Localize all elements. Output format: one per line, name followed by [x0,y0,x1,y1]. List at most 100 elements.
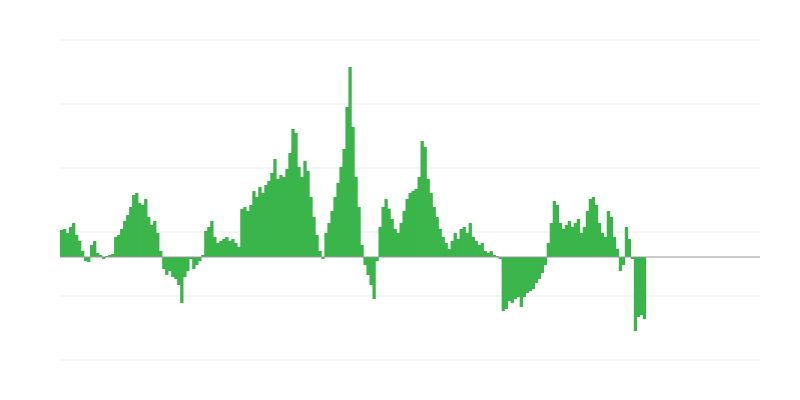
bar [453,233,457,257]
bar [267,181,271,257]
bar [555,205,560,257]
bar [468,223,472,257]
bar [90,245,94,257]
bar [114,237,118,257]
bar [285,169,289,257]
bar [420,141,424,257]
bar [132,195,136,257]
bar [510,257,514,303]
bar [222,239,226,257]
bar [78,241,82,257]
bar [507,257,511,301]
bar [390,219,394,257]
bar [276,179,280,257]
bar [372,257,376,299]
bar [381,207,385,257]
bar [543,257,547,265]
bar [378,227,382,257]
bar [393,229,397,257]
bar [261,193,265,257]
bar [603,237,608,257]
bar [318,251,322,257]
bar [498,257,502,259]
bar [528,257,532,291]
bar [309,197,313,257]
bar [480,243,484,257]
bar [591,197,596,257]
bar [642,257,647,319]
bar [183,257,187,277]
bar [522,257,526,297]
bar [624,227,629,257]
bar [561,229,566,257]
bar [333,197,337,257]
bar [66,233,70,257]
bar [186,257,190,271]
bar [228,241,232,257]
bar [396,233,400,257]
bar [552,201,557,257]
bar [579,233,584,257]
bar [327,223,331,257]
bar [144,199,148,257]
bar [615,249,620,257]
bar [516,257,520,297]
bar [564,225,569,257]
bar [69,227,73,257]
bar [417,177,421,257]
bar [447,249,451,257]
bar [369,257,373,285]
bar [129,207,133,257]
bar [576,219,581,257]
bar [354,177,358,257]
bar [618,257,623,271]
bar [321,257,325,259]
bar [171,257,175,277]
bar [429,193,433,257]
bar [537,257,541,279]
bar [558,223,563,257]
bar [519,257,523,307]
bar [342,149,346,257]
bar [450,241,454,257]
bar [336,183,340,257]
bar [609,217,614,257]
bar [474,241,478,257]
bar [156,233,160,257]
bar [246,211,250,257]
bar [102,257,106,259]
bar [636,257,641,317]
bar [123,221,127,257]
bar [291,129,295,257]
bar [351,127,355,257]
bar [264,185,268,257]
bar [60,230,64,257]
bar [441,237,445,257]
bar [72,223,76,257]
bar [111,254,115,257]
bar [120,229,124,257]
bar [213,237,217,257]
bar [621,257,626,265]
bar [366,257,370,275]
bar [141,205,145,257]
bar [198,257,202,261]
bar [504,257,508,309]
bar [477,245,481,257]
bar [600,233,605,257]
bar [315,235,319,257]
bar [153,221,157,257]
bar [438,229,442,257]
bar [360,245,364,257]
bar [432,207,436,257]
bar [96,253,100,257]
bar [357,207,361,257]
bar [582,227,587,257]
bar [87,257,91,262]
bar [462,227,466,257]
bar [174,257,178,279]
bar [99,255,103,257]
bar [225,237,229,257]
bar [384,199,388,257]
bar [288,153,292,257]
